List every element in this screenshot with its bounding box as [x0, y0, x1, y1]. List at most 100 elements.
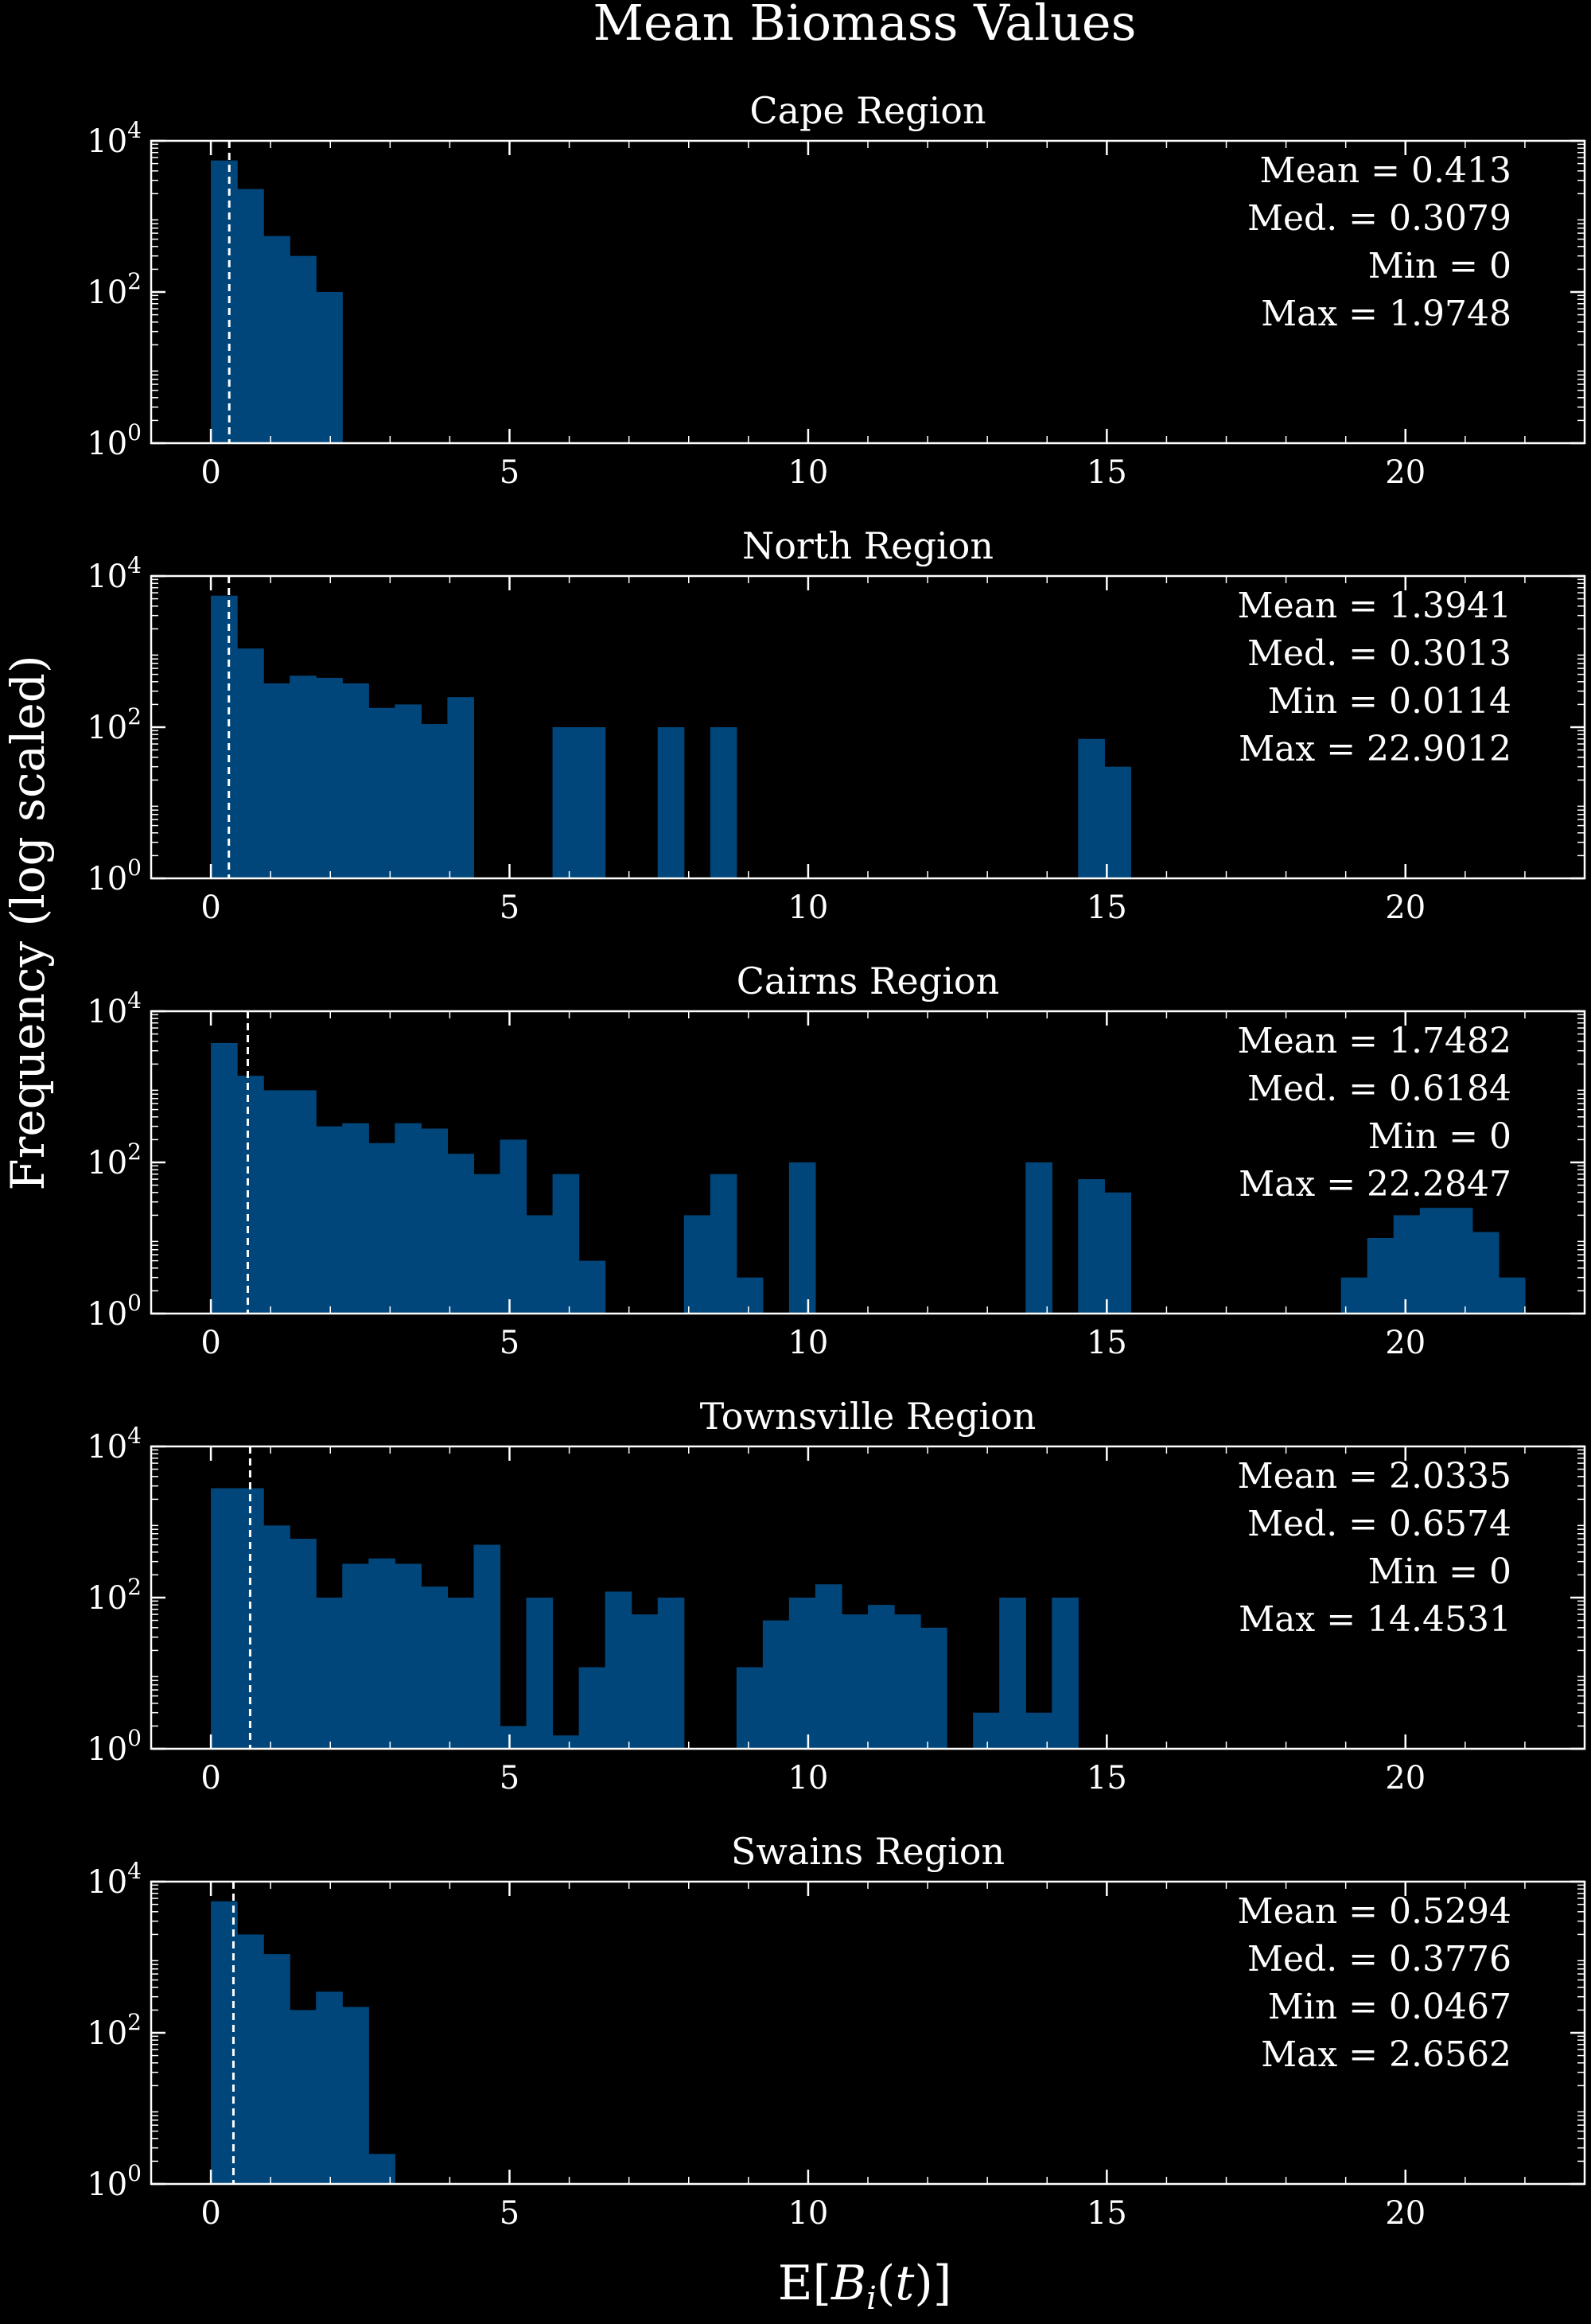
- stat-min: Min = 0.0467: [1268, 1987, 1511, 2027]
- histogram-bar: [290, 1539, 317, 1749]
- x-tick-label: 5: [500, 1760, 519, 1797]
- stat-mean: Mean = 0.413: [1260, 150, 1511, 191]
- histogram-bar: [473, 1174, 501, 1314]
- panel-title: Cairns Region: [737, 960, 1000, 1002]
- histogram-bar: [342, 1123, 369, 1314]
- histogram-bar: [395, 1123, 422, 1314]
- y-tick-label: 104: [87, 1423, 142, 1466]
- y-tick-label: 102: [87, 1574, 142, 1617]
- y-tick-label: 102: [87, 1139, 142, 1181]
- histogram-bar: [500, 1139, 527, 1314]
- histogram-bar: [368, 2154, 395, 2184]
- x-tick-label: 10: [788, 1760, 828, 1797]
- stat-mean: Mean = 1.3941: [1238, 586, 1511, 626]
- xlabel-arg: t: [895, 2256, 915, 2311]
- histogram-bar: [263, 683, 290, 878]
- figure-xlabel: E[Bi(t)]: [778, 2256, 951, 2317]
- x-tick-label: 0: [200, 1760, 220, 1797]
- x-tick-label: 5: [500, 1325, 519, 1361]
- histogram-bar: [368, 1143, 395, 1314]
- histogram-bar: [1052, 1598, 1079, 1749]
- histogram-bar: [342, 2007, 369, 2184]
- x-tick-label: 20: [1385, 2195, 1426, 2232]
- histogram-bar: [1078, 738, 1105, 878]
- x-tick-label: 15: [1087, 454, 1127, 491]
- histogram-bar: [1445, 1208, 1473, 1314]
- histogram-bar: [762, 1620, 790, 1749]
- stat-min: Min = 0: [1368, 1116, 1511, 1157]
- x-tick-label: 0: [200, 1325, 220, 1361]
- figure-title: Mean Biomass Values: [593, 0, 1137, 52]
- y-tick-label: 104: [87, 1858, 142, 1901]
- x-tick-label: 15: [1087, 2195, 1127, 2232]
- x-tick-label: 10: [788, 454, 828, 491]
- panel-4: Townsville Region 0 5 10 15 20 100 102 104 Mean =…: [87, 1395, 1586, 1797]
- histogram-bar: [316, 292, 343, 443]
- histogram-bar: [788, 1598, 816, 1749]
- y-tick-label: 100: [87, 854, 142, 897]
- x-tick-label: 20: [1385, 454, 1426, 491]
- xlabel-sub: i: [866, 2280, 877, 2317]
- x-tick-label: 20: [1385, 1760, 1426, 1797]
- y-tick-label: 100: [87, 2160, 142, 2203]
- histogram-bar: [500, 1726, 527, 1749]
- histogram-bar: [736, 1277, 764, 1314]
- histogram-bar: [1340, 1277, 1368, 1314]
- histogram-bar: [342, 683, 369, 878]
- histogram-bar: [973, 1712, 1000, 1749]
- histogram-bar: [578, 1667, 606, 1749]
- histogram-bar: [421, 1586, 449, 1749]
- histogram-bar: [578, 727, 606, 878]
- histogram-bar: [211, 595, 238, 878]
- histogram-bar: [342, 1563, 369, 1749]
- histogram-bar: [316, 1991, 343, 2184]
- x-tick-label: 0: [200, 890, 220, 926]
- stat-mean: Mean = 2.0335: [1238, 1456, 1511, 1497]
- histogram-bar: [368, 707, 395, 878]
- panel-2: North Region 0 5 10 15 20 100 102 104 Mean = 1.39…: [87, 524, 1586, 926]
- histogram-bar: [999, 1598, 1026, 1749]
- histogram-bar: [1393, 1215, 1421, 1314]
- histogram-bar: [841, 1614, 869, 1749]
- histogram-bar: [605, 1591, 632, 1749]
- histogram-bar: [421, 724, 449, 878]
- stat-median: Med. = 0.3776: [1247, 1939, 1511, 1979]
- histogram-bar: [552, 1174, 580, 1314]
- xlabel-var: B: [831, 2256, 866, 2311]
- y-tick-label: 100: [87, 1290, 142, 1333]
- histogram-bar: [447, 697, 475, 878]
- x-tick-label: 20: [1385, 890, 1426, 926]
- histogram-bar: [211, 1488, 238, 1749]
- histogram-bar: [815, 1584, 842, 1749]
- stat-median: Med. = 0.3013: [1247, 633, 1511, 674]
- xlabel-mid: (: [877, 2256, 895, 2311]
- panel-title: Swains Region: [731, 1830, 1005, 1873]
- histogram-bar: [657, 1598, 685, 1749]
- histogram-bar: [211, 160, 238, 444]
- histogram-bar: [395, 1563, 422, 1749]
- histogram-bar: [395, 704, 422, 878]
- histogram-bar: [237, 189, 264, 443]
- stat-mean: Mean = 0.5294: [1238, 1891, 1511, 1932]
- stat-median: Med. = 0.6574: [1247, 1504, 1511, 1544]
- panel-title: North Region: [742, 524, 994, 567]
- histogram-bar: [316, 677, 343, 878]
- stat-min: Min = 0: [1368, 1551, 1511, 1592]
- stat-mean: Mean = 1.7482: [1238, 1021, 1511, 1061]
- histogram-bar: [447, 1598, 475, 1749]
- histogram-bar: [552, 727, 580, 878]
- histogram-bar: [683, 1215, 711, 1314]
- histogram-bar: [368, 1558, 395, 1749]
- histogram-bar: [1419, 1208, 1447, 1314]
- histogram-bar: [237, 1934, 264, 2184]
- panel-3: Cairns Region 0 5 10 15 20 100 102 104 Mean = 1.7…: [87, 960, 1586, 1361]
- panel-title: Townsville Region: [700, 1395, 1037, 1438]
- histogram-bar: [1104, 766, 1131, 878]
- xlabel-post: )]: [914, 2256, 951, 2311]
- stat-max: Max = 22.2847: [1239, 1164, 1511, 1205]
- stat-max: Max = 22.9012: [1239, 729, 1511, 769]
- histogram-bar: [290, 255, 317, 443]
- histogram-bar: [290, 1090, 317, 1314]
